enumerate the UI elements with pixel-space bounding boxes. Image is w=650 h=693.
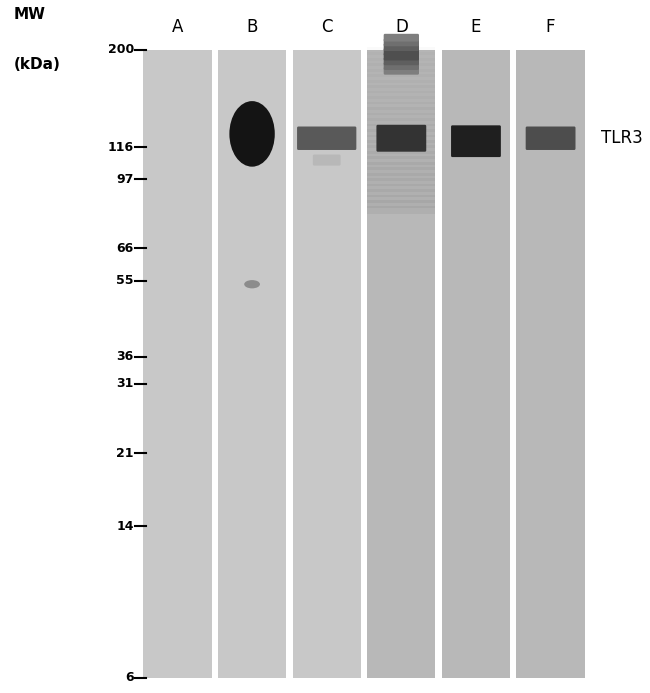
Text: 36: 36 — [116, 351, 134, 363]
Text: D: D — [395, 18, 408, 36]
FancyBboxPatch shape — [384, 62, 419, 70]
Text: 31: 31 — [116, 377, 134, 390]
FancyBboxPatch shape — [384, 48, 419, 55]
Text: A: A — [172, 18, 183, 36]
FancyBboxPatch shape — [297, 127, 356, 150]
Text: C: C — [321, 18, 332, 36]
FancyBboxPatch shape — [517, 50, 585, 678]
Text: 66: 66 — [116, 242, 134, 255]
FancyBboxPatch shape — [313, 155, 341, 166]
FancyBboxPatch shape — [376, 125, 426, 152]
Text: (kDa): (kDa) — [14, 57, 61, 71]
Text: B: B — [246, 18, 258, 36]
Text: E: E — [471, 18, 481, 36]
Text: TLR3: TLR3 — [601, 129, 642, 147]
Text: MW: MW — [14, 7, 46, 22]
FancyBboxPatch shape — [384, 39, 419, 46]
FancyBboxPatch shape — [143, 50, 212, 678]
FancyBboxPatch shape — [367, 206, 436, 214]
FancyBboxPatch shape — [367, 129, 436, 137]
FancyBboxPatch shape — [292, 50, 361, 678]
Text: F: F — [546, 18, 555, 36]
FancyBboxPatch shape — [367, 200, 436, 209]
FancyBboxPatch shape — [384, 67, 419, 75]
Ellipse shape — [229, 101, 275, 167]
FancyBboxPatch shape — [367, 151, 436, 159]
FancyBboxPatch shape — [442, 50, 510, 678]
FancyBboxPatch shape — [384, 43, 419, 51]
FancyBboxPatch shape — [367, 162, 436, 170]
FancyBboxPatch shape — [384, 58, 419, 65]
FancyBboxPatch shape — [367, 118, 436, 126]
Text: 200: 200 — [108, 43, 134, 56]
FancyBboxPatch shape — [367, 146, 436, 154]
FancyBboxPatch shape — [367, 173, 436, 181]
FancyBboxPatch shape — [384, 34, 419, 42]
FancyBboxPatch shape — [367, 189, 436, 198]
FancyBboxPatch shape — [367, 134, 436, 143]
FancyBboxPatch shape — [367, 195, 436, 203]
Ellipse shape — [244, 280, 260, 288]
Text: 97: 97 — [116, 173, 134, 186]
FancyBboxPatch shape — [384, 53, 419, 60]
Text: 116: 116 — [108, 141, 134, 154]
FancyBboxPatch shape — [451, 125, 501, 157]
FancyBboxPatch shape — [526, 127, 575, 150]
Text: 6: 6 — [125, 672, 134, 684]
FancyBboxPatch shape — [367, 123, 436, 132]
FancyBboxPatch shape — [367, 140, 436, 148]
Text: 55: 55 — [116, 274, 134, 288]
FancyBboxPatch shape — [367, 167, 436, 175]
Text: 14: 14 — [116, 520, 134, 532]
FancyBboxPatch shape — [367, 178, 436, 186]
FancyBboxPatch shape — [218, 50, 286, 678]
Text: 21: 21 — [116, 447, 134, 460]
FancyBboxPatch shape — [367, 157, 436, 165]
FancyBboxPatch shape — [367, 50, 436, 678]
FancyBboxPatch shape — [367, 184, 436, 192]
